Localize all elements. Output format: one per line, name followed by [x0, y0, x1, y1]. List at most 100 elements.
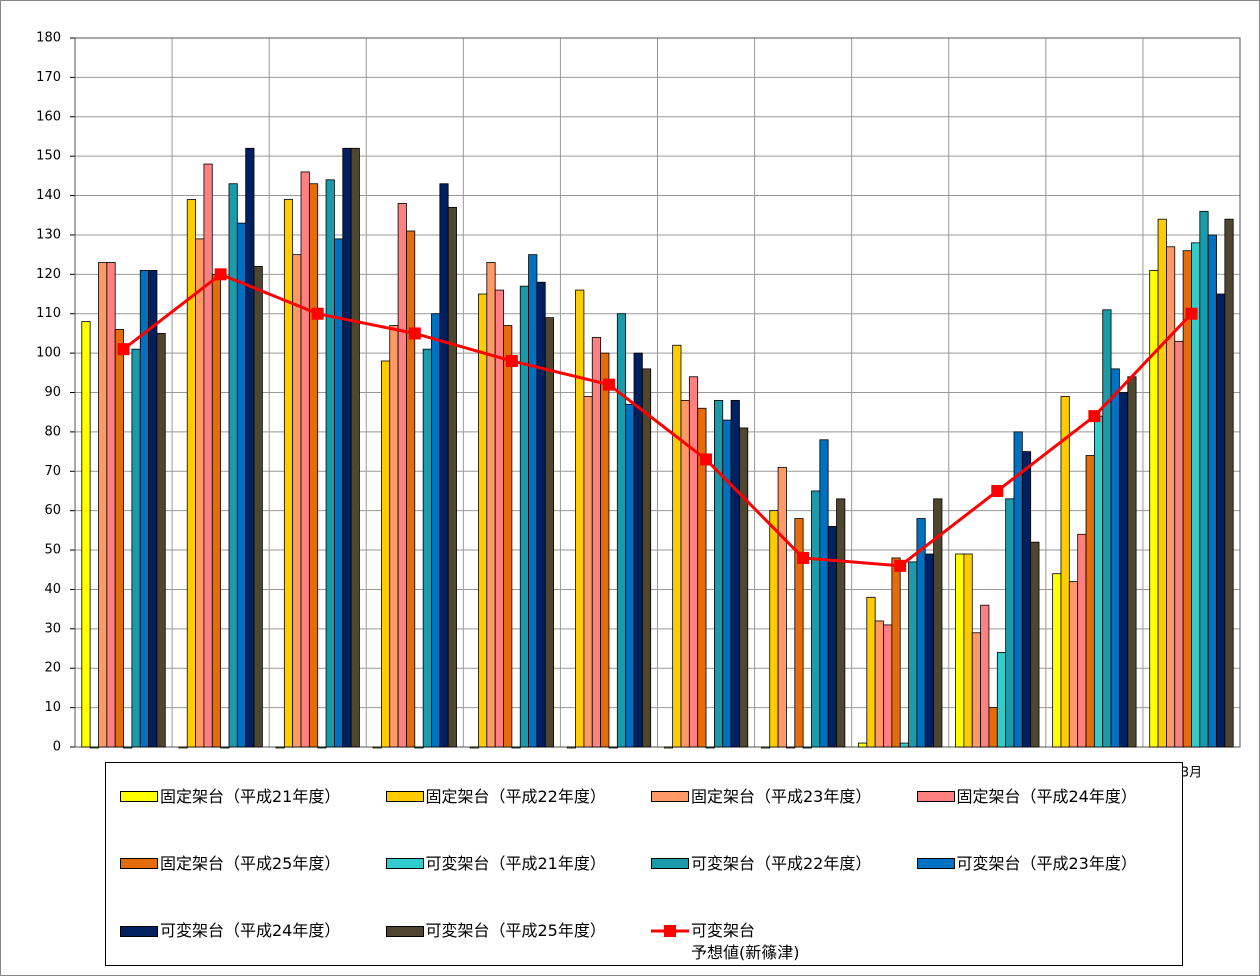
- bar: [739, 427, 749, 748]
- y-tick-label: 120: [36, 267, 61, 282]
- bar: [575, 289, 585, 748]
- legend-item: 固定架台（平成24年度）: [916, 763, 1183, 830]
- bar: [591, 336, 602, 748]
- line-marker: [505, 354, 518, 367]
- legend-label: 可変架台（平成22年度）: [691, 853, 872, 873]
- bar: [760, 746, 771, 749]
- bar: [245, 147, 255, 748]
- y-tick-label: 180: [36, 31, 61, 46]
- bar: [114, 329, 124, 748]
- y-tick-label: 10: [44, 700, 61, 715]
- plot-border: [74, 37, 1241, 748]
- legend-label: 可変架台（平成24年度）: [160, 921, 341, 941]
- bar: [858, 742, 868, 748]
- bar: [777, 466, 787, 748]
- legend-item: 固定架台（平成22年度）: [385, 763, 652, 830]
- bar: [334, 238, 344, 748]
- legend-marker: [664, 925, 676, 938]
- legend-swatch: [916, 791, 955, 803]
- bar: [178, 746, 188, 749]
- bar: [955, 553, 965, 748]
- bar: [536, 281, 546, 748]
- bar: [511, 746, 521, 749]
- legend-item: 固定架台（平成25年度）: [120, 830, 386, 897]
- legend-item: 可変架台（平成25年度）: [385, 898, 652, 965]
- bar: [697, 407, 707, 748]
- bar: [544, 317, 555, 748]
- bar: [1216, 293, 1226, 748]
- y-tick-label: 150: [36, 149, 61, 164]
- line-marker: [894, 559, 907, 572]
- y-tick-label: 0: [53, 740, 61, 755]
- bar: [899, 742, 909, 748]
- y-tick-label: 110: [36, 306, 61, 321]
- bar: [794, 518, 804, 748]
- legend-swatch: [120, 925, 158, 937]
- bar: [1021, 451, 1032, 748]
- bar: [769, 510, 779, 748]
- bar: [350, 147, 360, 748]
- line-marker: [1088, 410, 1101, 423]
- y-tick-label: 70: [44, 464, 61, 479]
- bar: [220, 746, 230, 749]
- legend-item: 可変架台（平成24年度）: [120, 898, 386, 965]
- legend-item: 固定架台（平成21年度）: [120, 763, 386, 830]
- bar: [933, 498, 943, 748]
- bar: [583, 396, 593, 748]
- bar: [422, 348, 432, 748]
- bar: [1224, 218, 1234, 748]
- legend-label: 固定架台（平成21年度）: [160, 786, 341, 806]
- bar: [730, 399, 740, 748]
- bar: [469, 746, 479, 749]
- bar: [924, 553, 935, 748]
- bar: [106, 262, 116, 748]
- legend-label: 可変架台（平成23年度）: [956, 853, 1137, 873]
- bar: [186, 199, 196, 748]
- bar: [908, 561, 918, 748]
- bar: [139, 269, 149, 748]
- bar: [1077, 533, 1087, 748]
- bar: [874, 620, 884, 748]
- legend-swatch: [120, 791, 158, 803]
- y-tick-label: 140: [36, 188, 61, 203]
- legend-swatch: [385, 791, 424, 803]
- bar: [325, 179, 335, 748]
- bar: [486, 262, 496, 748]
- bar: [342, 147, 352, 748]
- bar: [883, 624, 893, 748]
- bar: [156, 333, 166, 748]
- bar: [1174, 340, 1184, 748]
- bar: [633, 352, 643, 748]
- bar: [1093, 415, 1104, 748]
- bar: [211, 273, 222, 748]
- bar: [1157, 218, 1167, 748]
- line-marker: [797, 551, 810, 564]
- legend-swatch: [120, 858, 158, 870]
- bar: [275, 746, 285, 749]
- legend-swatch: [651, 858, 689, 870]
- bar: [439, 183, 449, 748]
- line-marker: [1185, 307, 1198, 320]
- bar: [528, 254, 538, 748]
- y-tick-label: 160: [36, 109, 61, 124]
- bar: [414, 746, 424, 749]
- bar: [1199, 210, 1209, 748]
- legend-label: 可変架台 予想値(新篠津): [691, 921, 800, 963]
- legend-label: 固定架台（平成24年度）: [956, 786, 1137, 806]
- bar: [1030, 541, 1040, 748]
- legend-swatch: [651, 791, 689, 803]
- bar: [228, 183, 238, 748]
- bar: [478, 293, 488, 748]
- y-tick-label: 80: [44, 424, 61, 439]
- bar: [616, 313, 627, 748]
- bar: [980, 604, 990, 748]
- y-tick-label: 60: [44, 503, 61, 518]
- bar: [672, 344, 682, 748]
- bar: [802, 746, 812, 749]
- line: [122, 272, 1193, 568]
- bar: [195, 238, 205, 748]
- bar: [98, 262, 108, 748]
- bar: [1005, 498, 1015, 748]
